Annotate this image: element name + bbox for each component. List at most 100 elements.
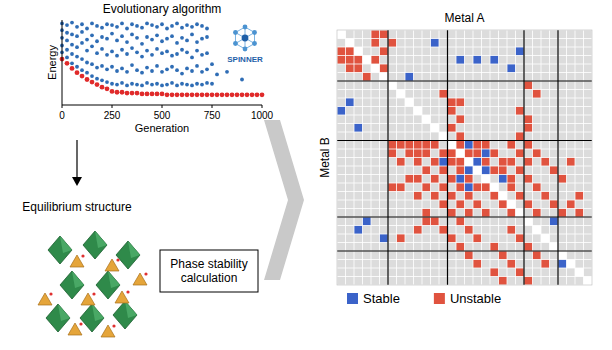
empty-cell: [482, 251, 490, 259]
unstable-cell: [371, 56, 379, 64]
population-point: [145, 81, 149, 85]
empty-cell: [524, 260, 532, 268]
stable-cell: [337, 107, 345, 115]
empty-cell: [507, 98, 515, 106]
empty-cell: [473, 226, 481, 234]
empty-cell: [499, 47, 507, 55]
empty-cell: [397, 98, 405, 106]
empty-cell: [541, 226, 549, 234]
population-point: [160, 51, 164, 55]
diagonal-cell: [405, 98, 413, 106]
empty-cell: [337, 183, 345, 191]
population-point: [70, 43, 74, 47]
empty-cell: [516, 183, 524, 191]
unstable-cell: [541, 158, 549, 166]
unstable-cell: [533, 183, 541, 191]
empty-cell: [456, 90, 464, 98]
empty-cell: [405, 183, 413, 191]
empty-cell: [550, 183, 558, 191]
empty-cell: [439, 81, 447, 89]
unstable-cell: [439, 183, 447, 191]
best-point: [145, 92, 150, 97]
population-point: [150, 23, 154, 27]
empty-cell: [388, 132, 396, 140]
empty-cell: [448, 260, 456, 268]
population-point: [160, 22, 164, 26]
empty-cell: [482, 39, 490, 47]
unstable-cell: [507, 260, 515, 268]
empty-cell: [524, 56, 532, 64]
empty-cell: [448, 166, 456, 174]
population-point: [195, 40, 199, 44]
empty-cell: [533, 132, 541, 140]
empty-cell: [465, 243, 473, 251]
unstable-cell: [499, 166, 507, 174]
empty-cell: [558, 192, 566, 200]
empty-cell: [465, 73, 473, 81]
chevron-arrow: [264, 120, 304, 280]
oxygen-atom: [49, 292, 52, 295]
empty-cell: [584, 47, 592, 55]
empty-cell: [388, 251, 396, 259]
empty-cell: [490, 107, 498, 115]
unstable-cell: [405, 141, 413, 149]
empty-cell: [490, 47, 498, 55]
empty-cell: [533, 124, 541, 132]
empty-cell: [371, 175, 379, 183]
population-point: [205, 67, 209, 71]
empty-cell: [584, 141, 592, 149]
population-point: [95, 77, 99, 81]
population-point: [85, 61, 89, 65]
unstable-cell: [516, 166, 524, 174]
empty-cell: [473, 277, 481, 285]
empty-cell: [431, 277, 439, 285]
empty-cell: [507, 166, 515, 174]
empty-cell: [388, 209, 396, 217]
empty-cell: [337, 243, 345, 251]
unstable-cell: [422, 149, 430, 157]
empty-cell: [354, 192, 362, 200]
unstable-cell: [533, 149, 541, 157]
empty-cell: [363, 81, 371, 89]
empty-cell: [363, 234, 371, 242]
empty-cell: [414, 251, 422, 259]
empty-cell: [524, 166, 532, 174]
empty-cell: [380, 149, 388, 157]
empty-cell: [439, 217, 447, 225]
population-point: [95, 39, 99, 43]
empty-cell: [499, 73, 507, 81]
empty-cell: [371, 73, 379, 81]
empty-cell: [346, 132, 354, 140]
best-point: [245, 92, 250, 97]
empty-cell: [533, 268, 541, 276]
empty-cell: [422, 268, 430, 276]
empty-cell: [490, 81, 498, 89]
unstable-cell: [405, 175, 413, 183]
empty-cell: [524, 98, 532, 106]
empty-cell: [337, 175, 345, 183]
population-point: [205, 27, 209, 31]
empty-cell: [507, 243, 515, 251]
unstable-cell: [473, 260, 481, 268]
empty-cell: [414, 132, 422, 140]
empty-cell: [575, 98, 583, 106]
empty-cell: [575, 226, 583, 234]
empty-cell: [524, 251, 532, 259]
empty-cell: [490, 158, 498, 166]
unstable-cell: [507, 158, 515, 166]
unstable-cell: [533, 209, 541, 217]
oxygen-atom: [79, 322, 82, 325]
empty-cell: [482, 217, 490, 225]
empty-cell: [507, 234, 515, 242]
empty-cell: [363, 166, 371, 174]
empty-cell: [524, 64, 532, 72]
empty-cell: [405, 115, 413, 123]
empty-cell: [558, 132, 566, 140]
empty-cell: [431, 234, 439, 242]
empty-cell: [473, 90, 481, 98]
x-tick-label: 250: [104, 110, 121, 121]
unstable-cell: [397, 158, 405, 166]
empty-cell: [363, 251, 371, 259]
empty-cell: [465, 277, 473, 285]
diagonal-cell: [567, 260, 575, 268]
